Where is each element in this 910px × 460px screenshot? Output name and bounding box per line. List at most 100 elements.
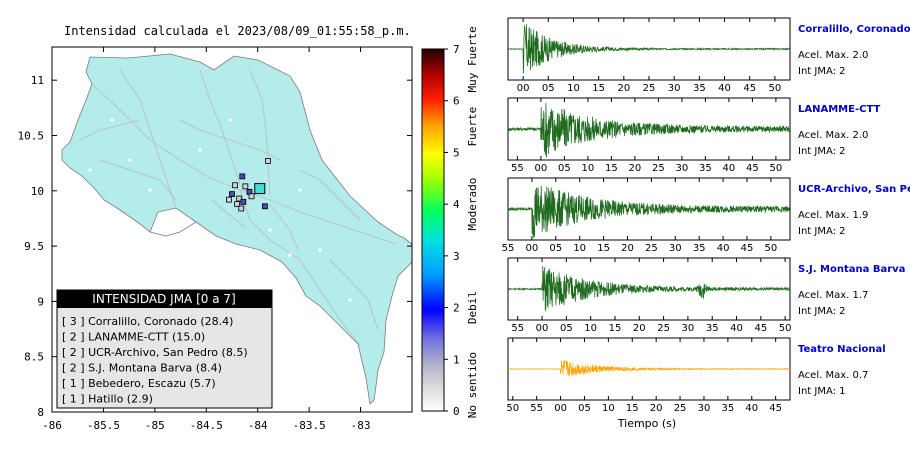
colorbar-tick-label: 6	[453, 95, 460, 108]
seismogram-tick-label: 50	[769, 83, 782, 94]
intensity-colorbar: 0 1 2 3 4 5 6 7 No sentido Debil Moderado Fuerte Mu…	[421, 26, 479, 418]
seismogram-trace	[507, 266, 791, 312]
seismogram-tick-label: 40	[717, 243, 730, 254]
jma-intensity: Int JMA: 2	[798, 306, 846, 317]
station-marker	[229, 191, 235, 198]
jma-intensity: Int JMA: 2	[798, 66, 846, 77]
seismogram-trace	[507, 360, 791, 377]
seismogram-tick-label: 35	[693, 83, 706, 94]
map-frame	[51, 46, 413, 413]
seismogram-tick-label: 45	[746, 163, 759, 174]
seismogram-tick-label: 40	[723, 163, 736, 174]
map-x-tick-label: -83.5	[293, 419, 326, 432]
colorbar-category-label: Moderado	[466, 178, 479, 231]
station-marker	[248, 193, 255, 200]
seismogram-tick-label: 40	[730, 323, 743, 334]
map-x-tick-label: -85	[145, 419, 165, 432]
map-y-tick-label: 8.5	[24, 351, 44, 364]
map-y-tick-label: 10	[31, 185, 44, 198]
seismogram-tick-label: 25	[645, 243, 658, 254]
station-name: S.J. Montana Barva	[798, 264, 905, 275]
legend-entry: [ 2 ] S.J. Montana Barva (8.4)	[62, 362, 222, 375]
seismogram-panels: 00 05 10 15 20 25 30 35 40 45 50 Corralillo, Corona…	[502, 17, 910, 414]
colorbar-category-label: No sentido	[466, 352, 479, 418]
legend-entry: [ 1 ] Bebedero, Escazu (5.7)	[62, 377, 216, 390]
legend-header-bg	[57, 290, 272, 308]
seismogram-panel: 00 05 10 15 20 25 30 35 40 45 50 Corralillo, Corona…	[507, 17, 910, 94]
seismogram-tick-label: 20	[621, 243, 634, 254]
max-acceleration: Acel. Max. 2.0	[798, 50, 868, 61]
seismogram-tick-label: 55	[511, 163, 524, 174]
station-markers	[226, 158, 271, 212]
colorbar-category-label: Debil	[466, 291, 479, 324]
seismogram-tick-label: 30	[698, 403, 711, 414]
seismogram-tick-label: 00	[535, 163, 548, 174]
seismogram-tick-label: 15	[597, 243, 610, 254]
seismogram-tick-label: 00	[517, 83, 530, 94]
seismogram-tick-label: 45	[754, 323, 767, 334]
seismogram-tick-label: 25	[674, 403, 687, 414]
colorbar-tick-label: 0	[453, 405, 460, 418]
seismogram-tick-label: 30	[676, 163, 689, 174]
map-x-tick-label: -86	[42, 419, 62, 432]
colorbar-tick-label: 4	[453, 198, 460, 211]
seismogram-panel: 50 55 00 05 10 15 20 25 30 35 40 45 Teatro Nacional A…	[506, 337, 886, 414]
station-marker	[265, 158, 271, 164]
time-axis-label: Tiempo (s)	[617, 417, 676, 430]
seismogram-panel: 55 00 05 10 15 20 25 30 35 40 45 50 UCR-Archivo, San…	[502, 177, 910, 254]
seismogram-tick-label: 20	[633, 323, 646, 334]
seismogram-tick-label: 15	[609, 323, 622, 334]
seismogram-tick-label: 15	[592, 83, 605, 94]
jma-intensity: Int JMA: 2	[798, 226, 846, 237]
seismogram-tick-label: 50	[506, 403, 519, 414]
station-marker	[236, 195, 243, 202]
seismogram-tick-label: 35	[706, 323, 719, 334]
seismogram-trace	[507, 103, 791, 158]
seismogram-panel: 55 00 05 10 15 20 25 30 35 40 45 50 S.J. Montana Bar…	[507, 257, 905, 334]
station-marker	[238, 205, 245, 212]
seismogram-tick-label: 55	[502, 243, 515, 254]
colorbar-tick-label: 7	[453, 43, 460, 56]
station-marker	[242, 183, 249, 190]
seismogram-tick-label: 25	[657, 323, 670, 334]
seismogram-tick-label: 05	[578, 403, 591, 414]
map-y-tick-label: 8	[37, 406, 44, 419]
station-name: Corralillo, Coronado	[798, 24, 910, 35]
station-marker	[262, 203, 268, 210]
legend-entry: [ 2 ] UCR-Archivo, San Pedro (8.5)	[62, 346, 248, 359]
seismogram-tick-label: 40	[718, 83, 731, 94]
costa-rica-land	[61, 53, 412, 405]
seismogram-tick-label: 55	[530, 403, 543, 414]
station-name: LANAMME-CTT	[798, 104, 880, 115]
seismogram-tick-label: 10	[584, 323, 597, 334]
max-acceleration: Acel. Max. 0.7	[798, 370, 868, 381]
seismogram-tick-label: 05	[549, 243, 562, 254]
seismogram-tick-label: 05	[542, 83, 555, 94]
legend-entry: [ 2 ] LANAMME-CTT (15.0)	[62, 331, 205, 344]
legend-entries: [ 3 ] Corralillo, Coronado (28.4) [ 2 ] L…	[62, 315, 248, 406]
seismogram-tick-label: 20	[629, 163, 642, 174]
map-y-tick-label: 10.5	[18, 129, 45, 142]
seismogram-tick-label: 30	[668, 83, 681, 94]
seismogram-tick-label: 40	[745, 403, 758, 414]
seismogram-panel: 55 00 05 10 15 20 25 30 35 40 45 50 LANAMME-CTT Acel.…	[507, 97, 880, 174]
station-name: Teatro Nacional	[798, 344, 886, 355]
seismogram-tick-label: 00	[526, 243, 539, 254]
seismogram-tick-label: 20	[650, 403, 663, 414]
colorbar-tick-label: 2	[453, 302, 460, 315]
station-marker	[226, 196, 232, 203]
seismogram-tick-label: 10	[573, 243, 586, 254]
colorbar-tick-label: 3	[453, 250, 460, 263]
seismogram-tick-label: 50	[779, 323, 792, 334]
seismogram-tick-label: 10	[567, 83, 580, 94]
colorbar-category-label: Muy Fuerte	[466, 26, 479, 92]
seismogram-tick-label: 00	[536, 323, 549, 334]
legend-entry: [ 1 ] Hatillo (2.9)	[62, 393, 153, 406]
epicenter-marker	[254, 183, 266, 195]
colorbar-tick-label: 1	[453, 353, 460, 366]
map-y-tick-label: 11	[31, 74, 44, 87]
intensity-legend: INTENSIDAD JMA [0 a 7] [ 3 ] Corralillo,…	[56, 289, 273, 409]
jma-intensity: Int JMA: 1	[798, 386, 846, 397]
max-acceleration: Acel. Max. 1.9	[798, 210, 868, 221]
seismogram-trace	[507, 24, 791, 74]
